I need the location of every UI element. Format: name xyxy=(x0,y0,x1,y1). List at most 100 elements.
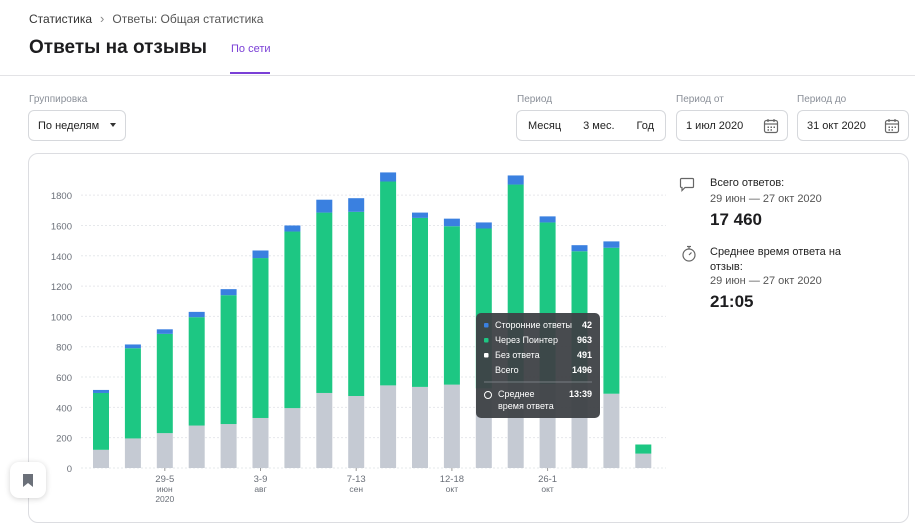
tooltip-swatch xyxy=(484,353,489,358)
bar-segment xyxy=(188,311,205,318)
x-tick-label: сен xyxy=(349,484,363,494)
total-answers-value: 17 460 xyxy=(710,210,762,229)
tooltip-row-value: 963 xyxy=(577,335,592,345)
bar-segment xyxy=(156,433,173,468)
breadcrumb-current: Ответы: Общая статистика xyxy=(112,11,264,26)
stopwatch-icon xyxy=(682,245,696,262)
bar-segment xyxy=(220,295,237,425)
bar-segment xyxy=(93,392,109,450)
x-tick-label: окт xyxy=(446,484,459,494)
bar-segment xyxy=(284,225,301,232)
bar-segment xyxy=(316,392,333,468)
bar-segment xyxy=(284,231,301,409)
bar-segment xyxy=(348,396,365,468)
tooltip-swatch xyxy=(484,323,489,328)
bar-segment xyxy=(316,212,333,393)
y-tick-label: 1800 xyxy=(51,191,72,202)
stopwatch-icon xyxy=(484,391,492,399)
y-tick-label: 400 xyxy=(56,403,72,414)
period-label: Период xyxy=(517,94,553,105)
bar-segment xyxy=(603,393,620,468)
tooltip-time-label-line2: время ответа xyxy=(498,401,554,411)
period-year-button[interactable]: Год xyxy=(636,119,654,132)
bar-segment xyxy=(348,198,365,212)
avg-time-value: 21:05 xyxy=(710,292,754,311)
bar-segment xyxy=(188,317,205,426)
bar-segment xyxy=(380,385,397,468)
y-tick-label: 1200 xyxy=(51,282,72,293)
date-from-value: 1 июл 2020 xyxy=(686,119,744,132)
avg-time-label-line2: отзыв: xyxy=(710,261,743,273)
y-tick-label: 800 xyxy=(56,343,72,354)
bar-segment xyxy=(475,222,492,229)
bookmark-button[interactable] xyxy=(10,462,46,498)
bar-segment xyxy=(635,444,652,454)
bar-segment xyxy=(124,438,141,468)
x-tick-label: 3-9 xyxy=(254,474,268,485)
bar-segment xyxy=(316,199,333,213)
bar-segment xyxy=(220,289,237,296)
tooltip-time-value: 13:39 xyxy=(569,389,592,399)
tooltip-time-label-line1: Среднее xyxy=(498,389,535,399)
tab-network[interactable]: По сети xyxy=(231,43,271,55)
bar-segment xyxy=(412,386,428,468)
tooltip-row-value: 42 xyxy=(582,320,592,330)
date-from-label: Период от xyxy=(676,94,724,105)
y-tick-label: 0 xyxy=(67,464,72,475)
date-from-field[interactable]: 1 июл 2020 xyxy=(676,110,788,141)
period-switcher: Месяц 3 мес. Год xyxy=(516,110,666,141)
avg-time-period: 29 июн — 27 окт 2020 xyxy=(710,275,822,287)
y-tick-label: 600 xyxy=(56,373,72,384)
bar-segment xyxy=(252,417,269,468)
tooltip-row-label: Сторонние ответы xyxy=(495,320,572,330)
tab-active-indicator xyxy=(230,72,270,74)
date-to-value: 31 окт 2020 xyxy=(807,119,866,132)
breadcrumb: Статистика › Ответы: Общая статистика xyxy=(29,11,263,26)
tooltip-row-label: Без ответа xyxy=(495,350,540,360)
bar-segment xyxy=(571,245,588,252)
tooltip-total-value: 1496 xyxy=(572,365,592,375)
bar-segment xyxy=(603,247,620,394)
tooltip-row-value: 491 xyxy=(577,350,592,360)
x-tick-label: 12-18 xyxy=(440,474,464,485)
tooltip-box xyxy=(476,313,600,418)
bar-segment xyxy=(124,344,141,349)
page-title: Ответы на отзывы xyxy=(29,37,207,58)
bar-segment xyxy=(539,216,556,223)
bar-segment xyxy=(603,241,620,248)
bar-segment xyxy=(252,258,269,418)
tooltip-swatch xyxy=(484,338,489,343)
bar-segment xyxy=(443,226,460,385)
bar-segment xyxy=(188,425,205,468)
y-tick-label: 1000 xyxy=(51,312,72,323)
date-to-field[interactable]: 31 окт 2020 xyxy=(797,110,909,141)
date-to-label: Период до xyxy=(797,94,847,105)
y-tick-label: 1400 xyxy=(51,252,72,263)
period-month-button[interactable]: Месяц xyxy=(527,119,562,132)
grouping-select[interactable]: По неделям xyxy=(28,110,126,141)
bar-segment xyxy=(156,333,173,434)
calendar-icon[interactable] xyxy=(884,118,900,134)
period-3months-button[interactable]: 3 мес. xyxy=(583,119,615,132)
bar-segment xyxy=(156,329,173,334)
caret-down-icon xyxy=(110,123,116,127)
breadcrumb-root-link[interactable]: Статистика xyxy=(29,11,93,26)
bar-segment xyxy=(443,384,460,468)
bar-segment xyxy=(507,175,524,185)
x-tick-label: окт xyxy=(541,484,554,494)
y-tick-label: 1600 xyxy=(51,221,72,232)
bar-segment xyxy=(380,181,397,386)
x-tick-label: 29-5 xyxy=(155,474,174,485)
grouping-label: Группировка xyxy=(29,94,88,105)
y-tick-label: 200 xyxy=(56,434,72,445)
calendar-icon[interactable] xyxy=(763,118,779,134)
x-tick-label: авг xyxy=(254,484,266,494)
avg-time-label-line1: Среднее время ответа на xyxy=(710,246,842,258)
bar-segment xyxy=(412,217,428,387)
x-tick-label: июн xyxy=(157,484,173,494)
x-tick-label: 7-13 xyxy=(347,474,366,485)
total-answers-period: 29 июн — 27 окт 2020 xyxy=(710,193,822,205)
bar-segment xyxy=(124,348,141,439)
comment-icon xyxy=(679,177,695,192)
bar-segment xyxy=(443,218,460,227)
